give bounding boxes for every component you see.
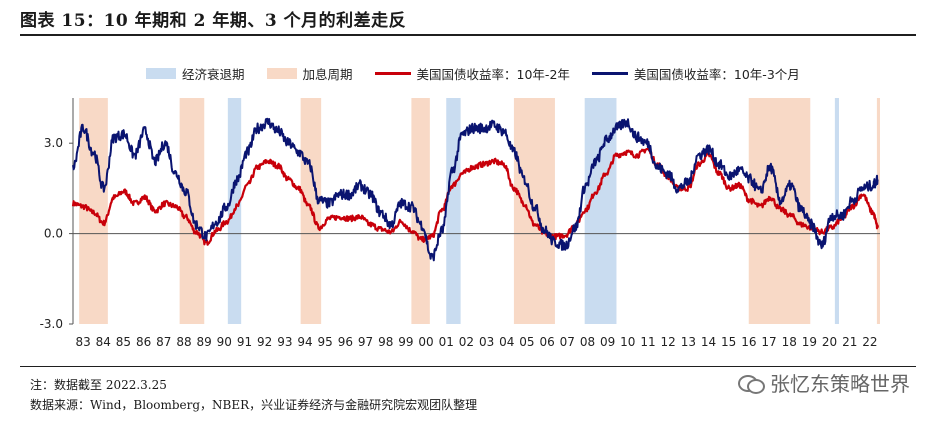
legend-10y2y-label: 美国国债收益率：10年-2年 (416, 67, 570, 82)
legend-recession-label: 经济衰退期 (182, 67, 245, 82)
x-tick-label: 16 (741, 335, 756, 349)
footer-rule (20, 366, 916, 367)
legend-10y2y-swatch (374, 72, 411, 75)
x-tick-label: 17 (761, 335, 776, 349)
x-tick-label: 98 (378, 335, 393, 349)
x-tick-label: 03 (479, 335, 494, 349)
x-tick-label: 07 (560, 335, 575, 349)
x-tick-label: 11 (640, 335, 655, 349)
x-tick-label: 92 (257, 335, 272, 349)
y-tick-label: 0.0 (44, 227, 63, 241)
shaded-periods (79, 98, 880, 324)
x-tick-label: 21 (842, 335, 857, 349)
x-tick-label: 90 (217, 335, 232, 349)
legend-hiking-swatch (266, 68, 297, 79)
x-tick-label: 89 (196, 335, 211, 349)
hiking-band-3 (411, 98, 430, 324)
x-tick-label: 19 (802, 335, 817, 349)
series-lines (71, 117, 879, 262)
recession-band-1 (446, 98, 461, 324)
hiking-band-6 (876, 98, 880, 324)
legend-recession: 经济衰退期 (146, 64, 245, 83)
x-tick-label: 18 (782, 335, 797, 349)
title-rule (20, 34, 916, 36)
x-tick-label: 85 (116, 335, 131, 349)
watermark-text: 张忆东策略世界 (770, 372, 910, 396)
x-tick-label: 97 (358, 335, 373, 349)
x-tick-label: 13 (681, 335, 696, 349)
recession-band-2 (584, 98, 617, 324)
legend-10y2y: 美国国债收益率：10年-2年 (374, 64, 570, 83)
hiking-band-1 (179, 98, 205, 324)
x-tick-label: 87 (156, 335, 171, 349)
x-tick-label: 88 (176, 335, 191, 349)
x-tick-label: 02 (459, 335, 474, 349)
x-tick-label: 09 (600, 335, 615, 349)
y-tick-label: -3.0 (40, 317, 63, 331)
x-tick-label: 83 (75, 335, 90, 349)
figure-title: 图表 15：10 年期和 2 年期、3 个月的利差走反 (20, 11, 407, 31)
x-tick-label: 84 (96, 335, 111, 349)
legend-hiking-label: 加息周期 (302, 67, 353, 82)
x-tick-label: 14 (701, 335, 716, 349)
x-tick-label: 91 (237, 335, 252, 349)
legend-10y3m-swatch (591, 72, 628, 75)
x-tick-label: 00 (418, 335, 433, 349)
x-tick-label: 10 (620, 335, 635, 349)
legend-10y3m: 美国国债收益率：10年-3个月 (591, 64, 800, 83)
x-tick-label: 94 (297, 335, 312, 349)
x-tick-label: 15 (721, 335, 736, 349)
chart-legend: 经济衰退期 加息周期 美国国债收益率：10年-2年 美国国债收益率：10年-3个… (146, 64, 800, 83)
legend-recession-swatch (146, 68, 176, 79)
x-tick-label: 04 (499, 335, 514, 349)
x-tick-label: 95 (318, 335, 333, 349)
x-tick-label: 01 (439, 335, 454, 349)
wechat-icon (738, 372, 765, 394)
series-10y3m-line (72, 117, 879, 262)
x-tick-label: 96 (338, 335, 353, 349)
data-source: 数据来源：Wind，Bloomberg，NBER，兴业证券经济与金融研究院宏观团… (30, 398, 478, 412)
x-tick-label: 08 (580, 335, 595, 349)
y-tick-label: 3.0 (44, 136, 63, 150)
legend-hiking: 加息周期 (266, 64, 353, 83)
x-tick-label: 22 (862, 335, 877, 349)
x-tick-label: 99 (398, 335, 413, 349)
legend-10y3m-label: 美国国债收益率：10年-3个月 (633, 67, 800, 82)
data-note: 注：数据截至 2022.3.25 (30, 378, 167, 392)
series-10y2y-line (71, 147, 879, 246)
x-tick-label: 93 (277, 335, 292, 349)
watermark: 张忆东策略世界 (738, 368, 910, 397)
x-tick-label: 05 (519, 335, 534, 349)
yield-spread-chart: -3.0 0.0 3.0 83 84 85 86 87 88 89 90 91 92 93 94 95 96 97… (40, 98, 880, 349)
x-tick-label: 06 (539, 335, 554, 349)
x-tick-label: 12 (661, 335, 676, 349)
x-tick-label: 86 (136, 335, 151, 349)
x-tick-label: 20 (822, 335, 837, 349)
